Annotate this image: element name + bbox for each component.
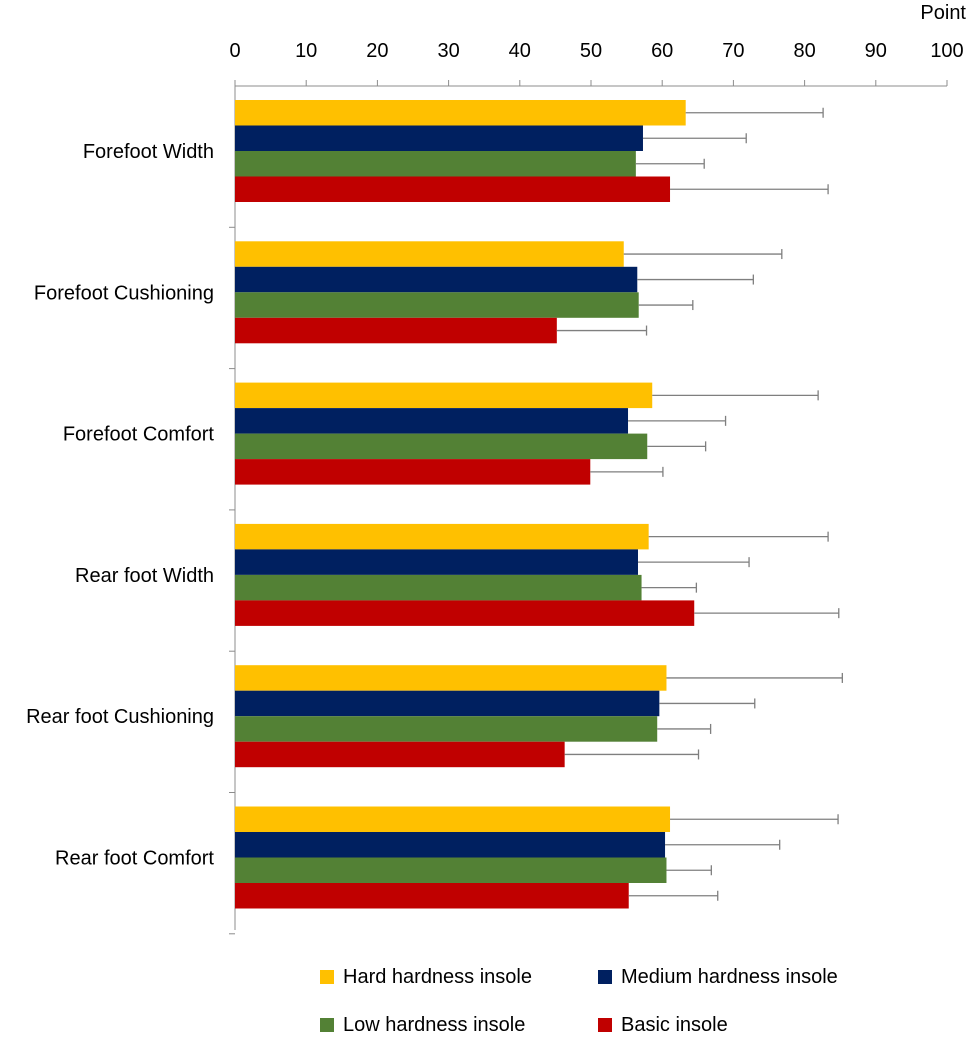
x-tick-label: 0 (229, 40, 240, 62)
category-label: Forefoot Comfort (63, 424, 215, 446)
bar (235, 806, 671, 832)
legend-item-basic: Basic insole (598, 1010, 728, 1040)
bar (235, 176, 671, 202)
bar (235, 665, 667, 691)
bar (235, 690, 660, 717)
bar (235, 883, 629, 909)
bar (235, 408, 629, 434)
category-label: Rear foot Comfort (55, 848, 214, 870)
bar (235, 317, 557, 344)
legend-label-low: Low hardness insole (343, 1014, 526, 1036)
x-tick-label: 10 (295, 40, 317, 62)
bar (235, 459, 591, 485)
x-tick-label: 70 (722, 40, 744, 62)
legend-label-hard: Hard hardness insole (343, 966, 532, 988)
legend-item-medium: Medium hardness insole (598, 962, 838, 992)
bar (235, 100, 686, 126)
bar (235, 549, 638, 575)
bar (235, 266, 638, 293)
bar (235, 125, 643, 151)
legend-item-low: Low hardness insole (320, 1010, 525, 1040)
x-tick-label: 20 (366, 40, 388, 62)
bar (235, 716, 658, 742)
category-label: Forefoot Cushioning (34, 282, 214, 304)
legend-item-hard: Hard hardness insole (320, 962, 532, 992)
bar (235, 832, 666, 858)
legend-swatch-basic (598, 1018, 612, 1032)
category-label: Forefoot Width (83, 141, 214, 163)
x-tick-label: 50 (580, 40, 602, 62)
x-tick-label: 100 (930, 40, 963, 62)
bar (235, 241, 624, 267)
category-label: Rear foot Width (75, 565, 214, 587)
bar (235, 382, 653, 409)
x-tick-label: 30 (437, 40, 459, 62)
x-tick-label: 90 (865, 40, 887, 62)
bar (235, 857, 667, 883)
legend-label-medium: Medium hardness insole (621, 966, 838, 988)
bar (235, 151, 636, 177)
bar (235, 523, 649, 550)
x-tick-label: 40 (509, 40, 531, 62)
bar (235, 433, 648, 460)
category-label: Rear foot Cushioning (26, 706, 214, 728)
legend-swatch-medium (598, 970, 612, 984)
bar (235, 600, 695, 626)
bar (235, 292, 639, 318)
legend-swatch-hard (320, 970, 334, 984)
x-tick-label: 60 (651, 40, 673, 62)
bar (235, 741, 565, 768)
x-tick-label: 80 (793, 40, 815, 62)
bar (235, 574, 642, 601)
legend: Hard hardness insole Medium hardness ins… (312, 962, 932, 1042)
legend-label-basic: Basic insole (621, 1014, 728, 1036)
axis-unit-label: Point (920, 2, 966, 24)
legend-swatch-low (320, 1018, 334, 1032)
